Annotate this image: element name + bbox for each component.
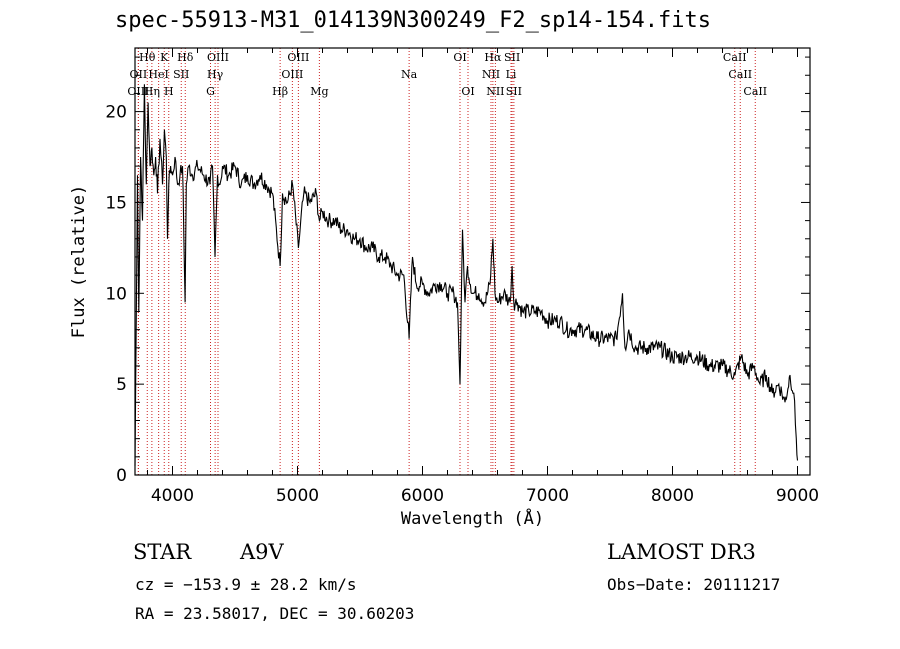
line-label: CaII xyxy=(723,51,747,64)
line-label: OIII xyxy=(207,51,229,64)
line-label: HeI xyxy=(148,68,168,81)
y-tick-label: 0 xyxy=(116,466,127,486)
y-tick-label: 20 xyxy=(105,103,127,123)
line-label: Hγ xyxy=(207,68,224,81)
line-label: OIII xyxy=(281,68,303,81)
line-label: Hη xyxy=(144,85,160,98)
x-tick-label: 4000 xyxy=(151,486,194,506)
line-label: NII xyxy=(482,68,500,81)
line-label: Hα xyxy=(484,51,502,64)
x-tick-label: 8000 xyxy=(651,486,694,506)
survey-name: LAMOST DR3 xyxy=(607,540,756,564)
plot-frame xyxy=(134,47,811,476)
line-label: Hβ xyxy=(272,85,288,98)
line-label: CaII xyxy=(743,85,767,98)
coordinates: RA = 23.58017, DEC = 30.60203 xyxy=(135,604,415,623)
line-label: OIII xyxy=(127,85,149,98)
line-label: Na xyxy=(401,68,418,81)
observation-date: Obs−Date: 20111217 xyxy=(607,575,781,594)
line-label: OIII xyxy=(287,51,309,64)
line-label: Mg xyxy=(310,85,328,98)
y-tick-label: 5 xyxy=(116,375,127,395)
redshift-velocity: cz = −153.9 ± 28.2 km/s xyxy=(135,575,357,594)
x-tick-label: 5000 xyxy=(276,486,319,506)
flux-series xyxy=(134,84,799,466)
x-tick-label: 6000 xyxy=(401,486,444,506)
line-label: NII xyxy=(486,85,504,98)
axis-ticks: 4000 5000 6000 7000 8000 9000 0 5 10 15 20 Waveleng… xyxy=(69,48,819,529)
x-axis-label: Wavelength (Å) xyxy=(401,507,544,529)
object-subclass: A9V xyxy=(240,540,284,564)
line-label: OII xyxy=(130,68,148,81)
plot-border xyxy=(134,47,811,476)
line-label: K xyxy=(160,51,169,64)
line-label: CaII xyxy=(728,68,752,81)
chart-title: spec-55913-M31_014139N300249_F2_sp14-154… xyxy=(115,8,712,33)
line-label: Hδ xyxy=(177,51,194,64)
line-label: OI xyxy=(453,51,466,64)
y-axis-label: Flux (relative) xyxy=(69,185,89,339)
line-label: H xyxy=(164,85,174,98)
line-label: OI xyxy=(461,85,474,98)
line-label: G xyxy=(206,85,215,98)
x-tick-label: 7000 xyxy=(526,486,569,506)
y-tick-label: 10 xyxy=(105,284,127,304)
x-tick-label: 9000 xyxy=(776,486,819,506)
line-label: SII xyxy=(173,68,189,81)
line-label: SII xyxy=(504,51,520,64)
line-label: Hθ xyxy=(139,51,156,64)
line-label: SII xyxy=(506,85,522,98)
object-class: STAR xyxy=(133,540,192,564)
line-label: Li xyxy=(506,68,517,81)
emission-line-markers xyxy=(137,48,756,475)
y-tick-label: 15 xyxy=(105,193,127,213)
flux-line xyxy=(134,84,799,466)
